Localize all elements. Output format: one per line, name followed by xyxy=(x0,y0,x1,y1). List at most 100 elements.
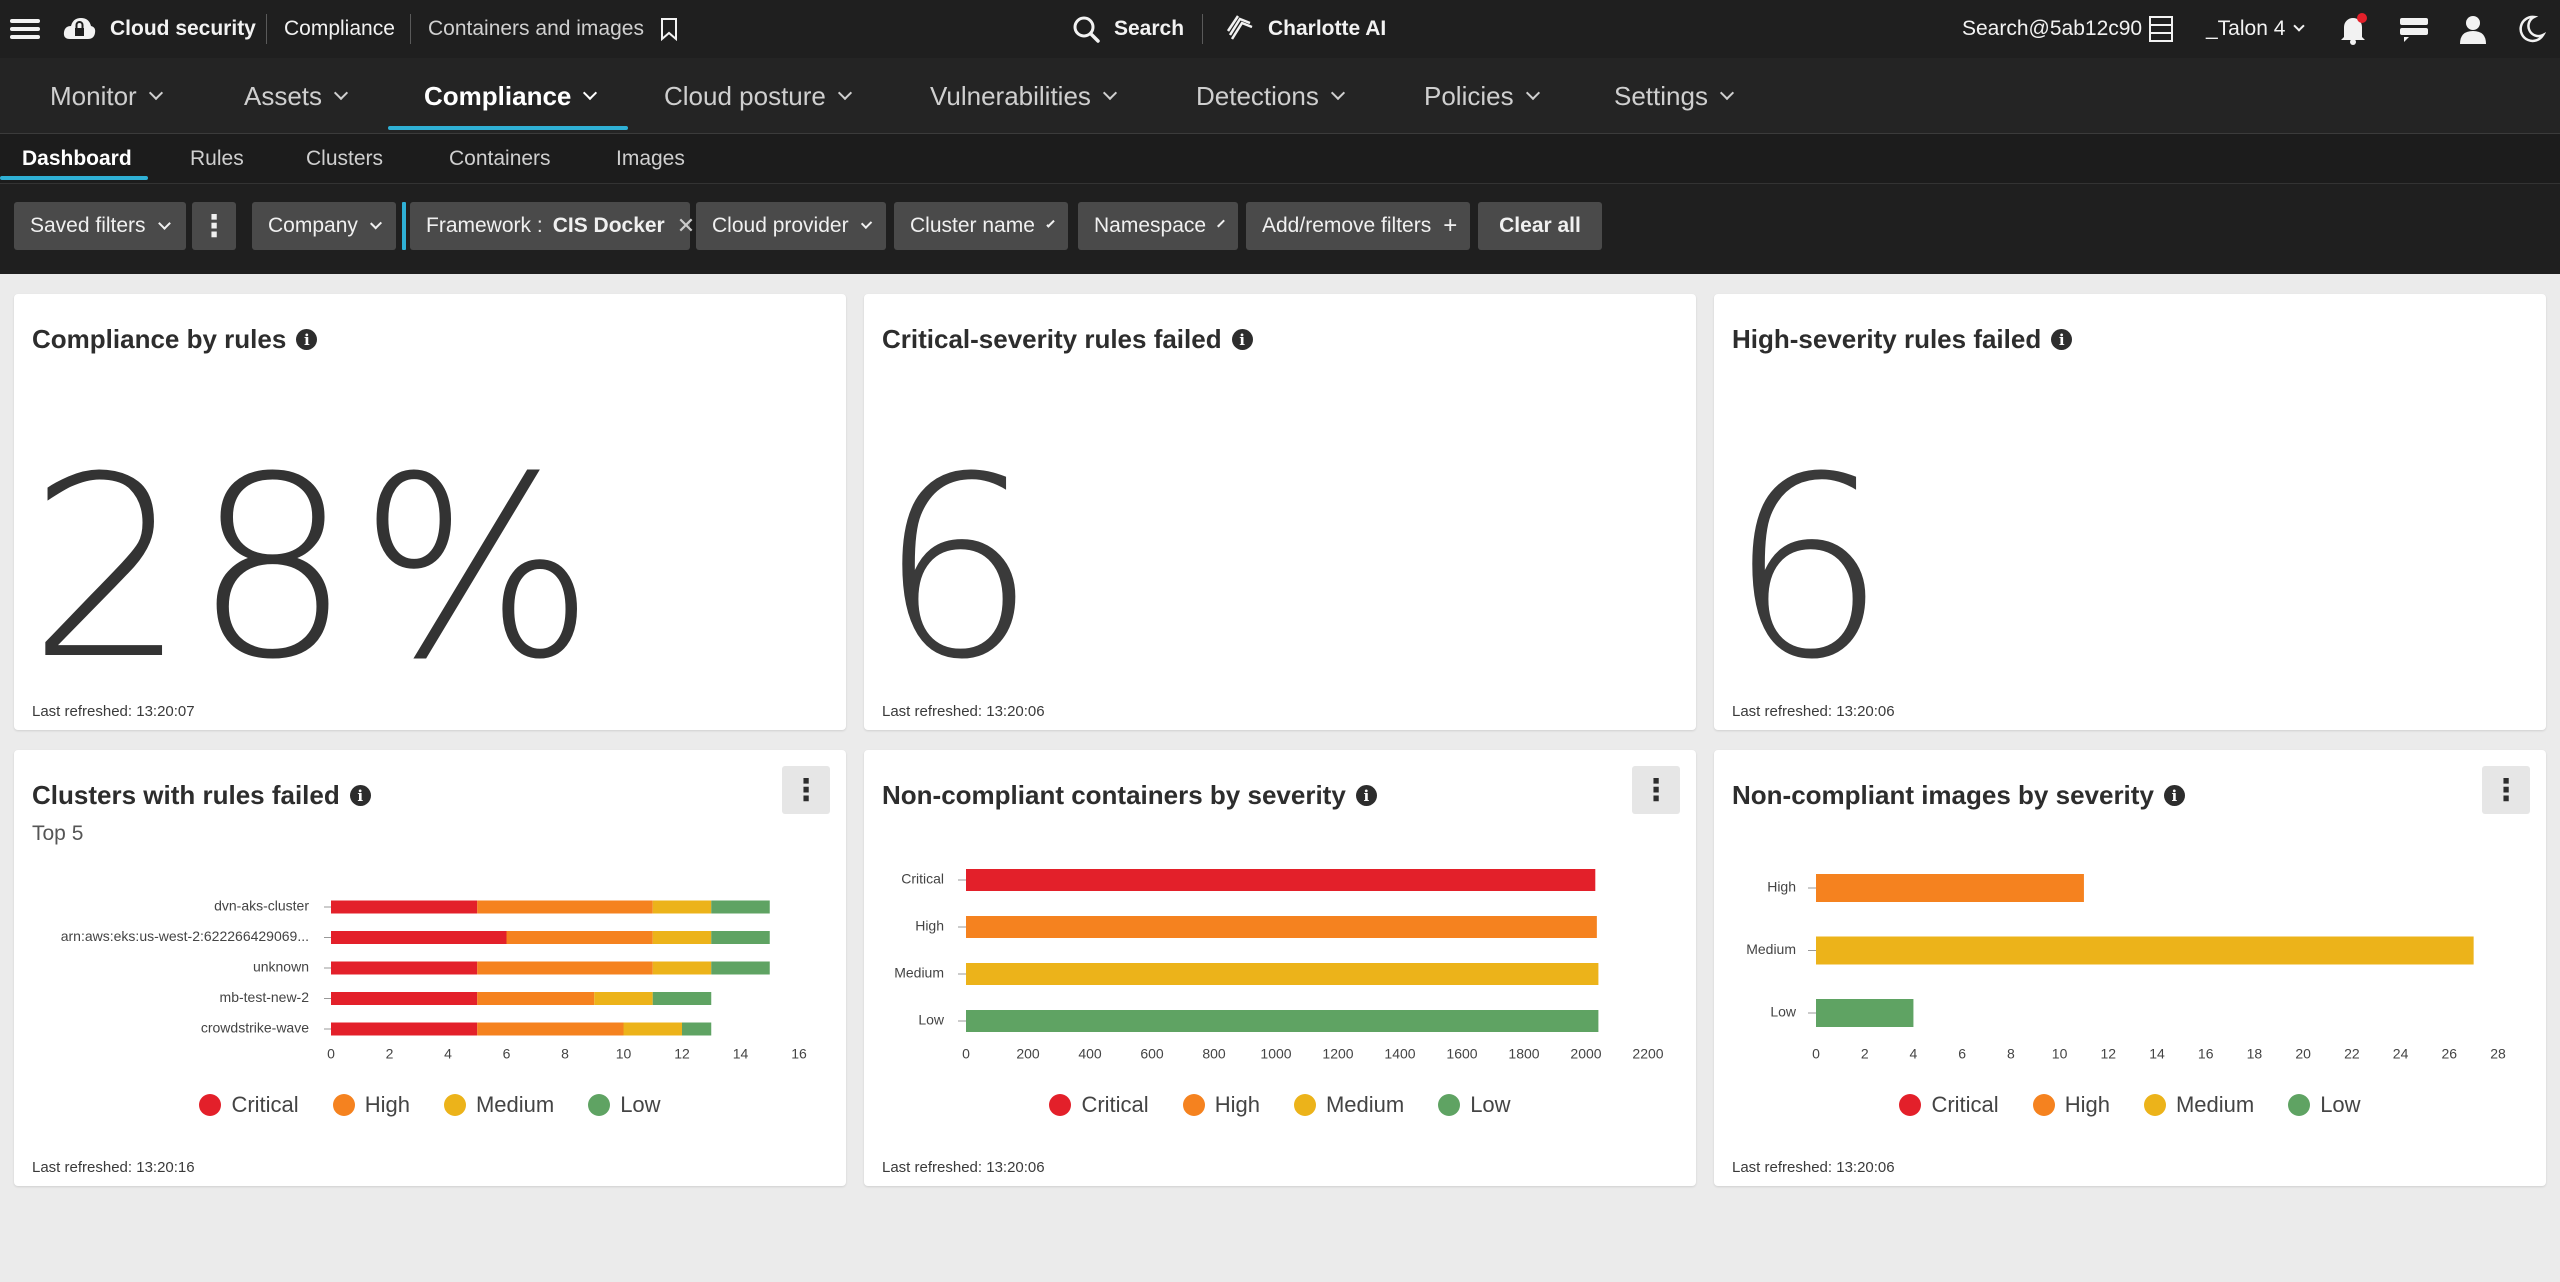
search-icon[interactable] xyxy=(1072,0,1100,58)
chevron-down-icon xyxy=(157,216,171,230)
last-refreshed: Last refreshed: 13:20:06 xyxy=(1732,703,1895,720)
user-icon[interactable] xyxy=(2458,0,2488,58)
nav-assets[interactable]: Assets xyxy=(244,58,349,134)
legend-high[interactable]: High xyxy=(332,1092,410,1118)
cloud-provider-filter[interactable]: Cloud provider xyxy=(696,202,886,250)
nav-label: Settings xyxy=(1614,80,1708,111)
stacked-bar-segment-high[interactable] xyxy=(477,900,653,914)
bar-high[interactable] xyxy=(966,916,1597,938)
high-rules-count[interactable]: 6 xyxy=(1728,423,1890,714)
bar-medium[interactable] xyxy=(1816,936,2474,965)
more-vertical-icon[interactable]: ⋮ xyxy=(2482,766,2530,814)
user-email[interactable]: Search@5ab12c90 xyxy=(1962,17,2143,40)
legend-low[interactable]: Low xyxy=(588,1092,661,1118)
search-button[interactable]: Search xyxy=(1114,17,1185,40)
main-nav: Monitor Assets Compliance Cloud posture … xyxy=(0,58,2560,134)
bar-low[interactable] xyxy=(1816,999,1914,1027)
legend-medium[interactable]: Medium xyxy=(1293,1092,1404,1118)
stacked-bar-segment-high[interactable] xyxy=(477,961,653,975)
tenant-list-icon[interactable] xyxy=(2148,0,2174,58)
legend-low[interactable]: Low xyxy=(1438,1092,1511,1118)
info-icon[interactable]: i xyxy=(1355,785,1377,806)
close-icon[interactable]: ✕ xyxy=(676,213,696,238)
stacked-bar-segment-low[interactable] xyxy=(711,900,770,914)
stacked-bar-segment-critical[interactable] xyxy=(331,900,478,914)
bookmark-icon[interactable] xyxy=(660,0,678,58)
stacked-bar-segment-medium[interactable] xyxy=(652,931,712,944)
clear-all-button[interactable]: Clear all xyxy=(1478,202,1602,250)
stacked-bar-segment-critical[interactable] xyxy=(331,1022,478,1036)
tab-dashboard[interactable]: Dashboard xyxy=(22,147,132,170)
tab-rules[interactable]: Rules xyxy=(190,147,244,170)
bar-critical[interactable] xyxy=(966,869,1596,891)
more-vertical-icon[interactable]: ⋮ xyxy=(782,766,830,814)
stacked-bar-segment-high[interactable] xyxy=(477,1022,624,1036)
charlotte-ai-button[interactable]: Charlotte AI xyxy=(1268,17,1387,40)
bar-high[interactable] xyxy=(1816,874,2084,902)
stacked-bar-segment-medium[interactable] xyxy=(652,961,712,975)
info-icon[interactable]: i xyxy=(349,785,371,806)
legend-critical[interactable]: Critical xyxy=(1049,1092,1149,1118)
nav-vulnerabilities[interactable]: Vulnerabilities xyxy=(930,58,1117,134)
stacked-bar-segment-low[interactable] xyxy=(682,1022,712,1036)
stacked-bar-segment-critical[interactable] xyxy=(331,931,507,944)
stacked-bar-segment-critical[interactable] xyxy=(331,992,478,1005)
nav-settings[interactable]: Settings xyxy=(1614,58,1735,134)
legend-medium[interactable]: Medium xyxy=(443,1092,554,1118)
product-name[interactable]: Cloud security xyxy=(110,17,256,40)
info-icon[interactable]: i xyxy=(1231,329,1253,350)
nav-cloud-posture[interactable]: Cloud posture xyxy=(664,58,852,134)
bar-low[interactable] xyxy=(966,1010,1599,1032)
charlotte-ai-icon[interactable] xyxy=(1226,0,1254,58)
stacked-bar-segment-medium[interactable] xyxy=(652,900,712,914)
info-icon[interactable]: i xyxy=(296,329,318,350)
more-vertical-icon[interactable]: ⋮ xyxy=(1632,766,1680,814)
tenant-selector[interactable]: _Talon 4 xyxy=(2206,0,2306,58)
compliance-percentage: 28% xyxy=(28,423,602,714)
filter-bar: Saved filters ⋮ Company Framework : CIS D… xyxy=(0,184,2560,274)
card-title: Clusters with rules failed i xyxy=(32,780,371,811)
messages-icon[interactable] xyxy=(2398,0,2430,58)
stacked-bar-segment-high[interactable] xyxy=(506,931,653,944)
critical-rules-count[interactable]: 6 xyxy=(878,423,1040,714)
moon-icon[interactable] xyxy=(2516,0,2546,58)
bar-medium[interactable] xyxy=(966,963,1599,985)
y-category-label: Low xyxy=(1770,1004,1797,1020)
legend-high[interactable]: High xyxy=(2032,1092,2110,1118)
info-icon[interactable]: i xyxy=(2051,329,2073,350)
stacked-bar-segment-critical[interactable] xyxy=(331,961,478,975)
stacked-bar-segment-low[interactable] xyxy=(711,931,770,944)
info-icon[interactable]: i xyxy=(2163,785,2185,806)
x-tick-label: 4 xyxy=(444,1046,452,1062)
cluster-name-filter[interactable]: Cluster name xyxy=(894,202,1068,250)
stacked-bar-segment-medium[interactable] xyxy=(594,992,653,1005)
legend-low[interactable]: Low xyxy=(2288,1092,2361,1118)
hamburger-menu-icon[interactable] xyxy=(10,0,40,58)
stacked-bar-segment-medium[interactable] xyxy=(623,1022,683,1036)
legend-critical[interactable]: Critical xyxy=(1899,1092,1999,1118)
stacked-bar-segment-high[interactable] xyxy=(477,992,595,1005)
legend-dot xyxy=(2032,1094,2055,1116)
tab-clusters[interactable]: Clusters xyxy=(306,147,384,170)
legend-medium[interactable]: Medium xyxy=(2143,1092,2254,1118)
legend-high[interactable]: High xyxy=(1182,1092,1260,1118)
tab-containers[interactable]: Containers xyxy=(449,147,551,170)
tab-images[interactable]: Images xyxy=(616,147,685,170)
nav-policies[interactable]: Policies xyxy=(1424,58,1540,134)
bell-icon[interactable] xyxy=(2338,0,2368,58)
nav-detections[interactable]: Detections xyxy=(1196,58,1345,134)
nav-compliance[interactable]: Compliance xyxy=(424,58,598,134)
stacked-bar-segment-low[interactable] xyxy=(711,961,770,975)
legend-dot xyxy=(1049,1094,1072,1116)
add-remove-filters-button[interactable]: Add/remove filters + xyxy=(1246,202,1470,250)
company-filter[interactable]: Company xyxy=(252,202,396,250)
more-vertical-icon[interactable]: ⋮ xyxy=(192,202,236,250)
namespace-filter[interactable]: Namespace xyxy=(1078,202,1238,250)
saved-filters-dropdown[interactable]: Saved filters xyxy=(14,202,186,250)
last-refreshed: Last refreshed: 13:20:06 xyxy=(882,1159,1045,1176)
breadcrumb-compliance[interactable]: Compliance xyxy=(284,17,395,40)
stacked-bar-segment-low[interactable] xyxy=(652,992,712,1005)
framework-filter[interactable]: Framework : CIS Docker ✕ xyxy=(410,202,695,250)
nav-monitor[interactable]: Monitor xyxy=(50,58,163,134)
legend-critical[interactable]: Critical xyxy=(199,1092,299,1118)
